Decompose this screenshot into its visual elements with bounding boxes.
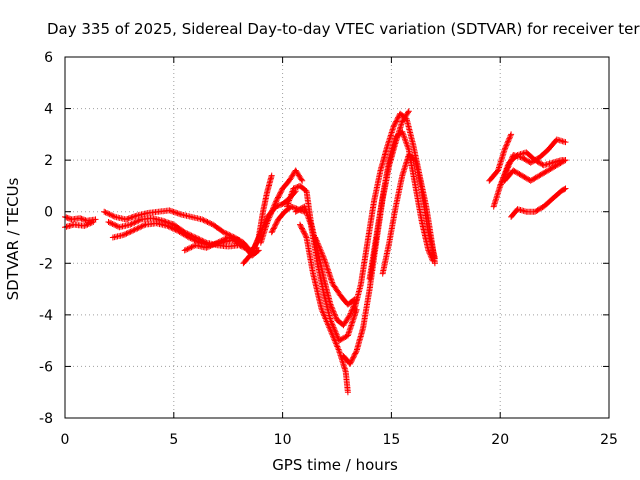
series-track	[497, 149, 569, 189]
axis-ticks: 0 5 10 15 20 25 -8 -6 -4 -2 0 2 4 6	[39, 50, 618, 448]
y-tick-label: -2	[39, 256, 53, 272]
y-tick-label: 0	[44, 205, 53, 221]
data-point-markers	[366, 128, 436, 282]
data-point-markers	[379, 152, 438, 277]
series-track	[297, 221, 351, 396]
data-point-markers	[508, 185, 569, 220]
data-point-markers	[292, 203, 360, 344]
data-point-markers	[312, 234, 358, 308]
y-tick-label: 4	[44, 102, 53, 118]
series-track	[181, 234, 243, 254]
y-tick-label: 2	[44, 153, 53, 169]
y-tick-label: 6	[44, 50, 53, 66]
data-point-markers	[497, 149, 569, 189]
series-track	[366, 128, 436, 282]
data-point-markers	[181, 234, 243, 254]
series-track	[312, 234, 358, 308]
x-axis-label: GPS time / hours	[272, 456, 398, 474]
series-track	[501, 157, 569, 184]
data-point-markers	[486, 131, 515, 184]
x-tick-label: 15	[382, 432, 400, 448]
x-tick-label: 25	[600, 432, 618, 448]
y-tick-label: -6	[39, 359, 53, 375]
series-track	[292, 203, 360, 344]
data-point-markers	[257, 167, 306, 246]
x-tick-label: 0	[61, 432, 70, 448]
series-track	[379, 152, 438, 277]
series-track	[486, 131, 515, 184]
chart-title: Day 335 of 2025, Sidereal Day-to-day VTE…	[47, 20, 640, 38]
data-points	[62, 108, 569, 396]
grid-lines	[65, 57, 609, 418]
y-tick-label: -8	[39, 411, 53, 427]
x-tick-label: 10	[274, 432, 292, 448]
x-tick-label: 20	[491, 432, 509, 448]
data-point-markers	[501, 157, 569, 184]
series-track	[257, 167, 306, 246]
y-axis-label: SDTVAR / TECUs	[4, 177, 22, 301]
data-point-markers	[297, 221, 351, 396]
plot-frame	[64, 56, 610, 419]
y-tick-label: -4	[39, 308, 53, 324]
x-tick-label: 5	[169, 432, 178, 448]
series-track	[508, 185, 569, 220]
